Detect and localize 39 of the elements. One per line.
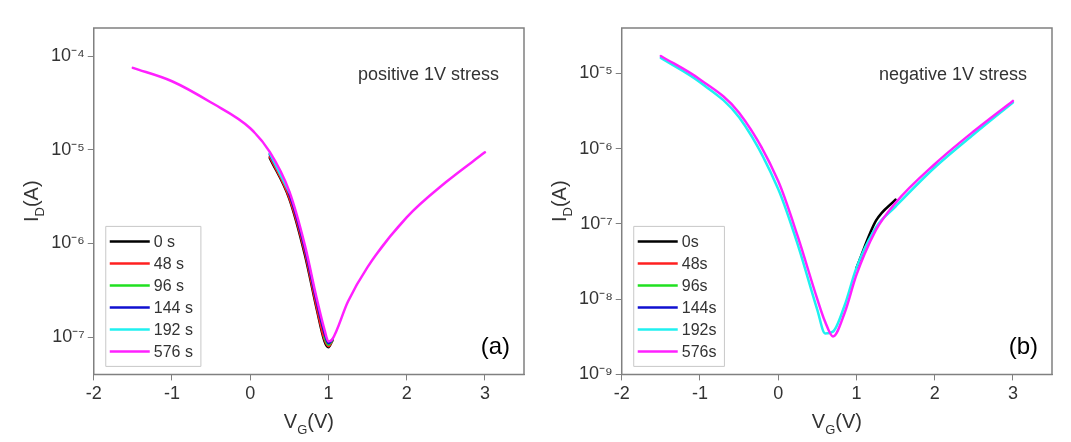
legend-label: 48 s <box>153 254 185 272</box>
legend-label: 192s <box>681 320 717 338</box>
x-tick-label: 0 <box>245 383 256 404</box>
legend-label: 0s <box>681 232 699 250</box>
legend-label: 576s <box>681 342 717 360</box>
x-tick-label: -2 <box>85 383 102 404</box>
y-tick-label: 10⁻⁶ <box>579 137 613 158</box>
y-tick-label: 10⁻⁸ <box>579 288 613 309</box>
y-axis-title: ID(A) <box>20 180 47 222</box>
legend-label: 0 s <box>153 232 176 250</box>
x-tick-label: -1 <box>691 383 708 404</box>
legend-label: 48s <box>681 254 708 272</box>
legend-label: 96 s <box>153 276 185 294</box>
x-tick-label: 2 <box>401 383 412 404</box>
y-tick-label: 10⁻⁴ <box>50 45 85 66</box>
y-tick-label: 10⁻⁵ <box>579 62 613 83</box>
annotation: (b) <box>1008 332 1038 360</box>
x-tick-label: 2 <box>929 383 940 404</box>
y-tick-label: 10⁻⁹ <box>579 363 613 384</box>
x-tick-label: -2 <box>613 383 630 404</box>
y-tick-label: 10⁻⁷ <box>52 326 85 347</box>
annotation: negative 1V stress <box>878 63 1027 84</box>
annotation: positive 1V stress <box>357 63 499 84</box>
y-tick-label: 10⁻⁵ <box>51 138 85 159</box>
x-tick-label: 0 <box>773 383 784 404</box>
y-axis-title: ID(A) <box>548 180 575 222</box>
x-tick-label: 3 <box>479 383 490 404</box>
x-tick-label: 1 <box>851 383 862 404</box>
y-tick-label: 10⁻⁶ <box>51 232 85 253</box>
x-tick-label: -1 <box>163 383 180 404</box>
legend-label: 96s <box>681 276 708 294</box>
legend-label: 144 s <box>153 298 193 316</box>
annotation: (a) <box>480 332 510 360</box>
y-tick-label: 10⁻⁷ <box>580 212 613 233</box>
x-tick-label: 3 <box>1007 383 1018 404</box>
legend-label: 192 s <box>153 320 193 338</box>
legend-label: 144s <box>681 298 717 316</box>
x-tick-label: 1 <box>323 383 334 404</box>
legend-label: 576 s <box>153 342 193 360</box>
